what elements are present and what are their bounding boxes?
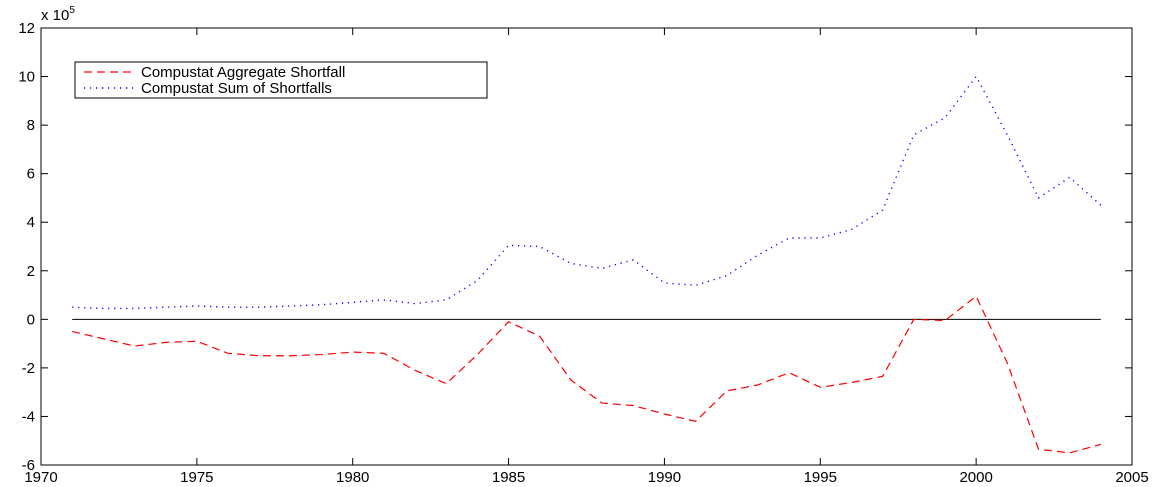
series-aggregate-shortfall-line [72, 295, 1101, 454]
x-tick-label: 1975 [180, 469, 213, 486]
y-tick-label: -2 [22, 360, 35, 377]
x-tick-label: 1970 [24, 469, 57, 486]
y-tick-label: -6 [22, 457, 35, 474]
y-tick-label: 6 [27, 166, 35, 183]
legend-box [74, 61, 488, 99]
x-tick-label: 1980 [336, 469, 369, 486]
y-multiplier-exponent: 5 [69, 5, 75, 16]
x-tick-label: 1990 [648, 469, 681, 486]
x-tick-label: 2000 [959, 469, 992, 486]
y-tick-label: 8 [27, 117, 35, 134]
y-multiplier-label: x 105 [41, 5, 75, 24]
y-multiplier-base: x 10 [41, 7, 69, 24]
series-sum-of-shortfalls-line [72, 75, 1102, 310]
x-tick-label: 1995 [804, 469, 837, 486]
series-layer [72, 75, 1102, 454]
y-tick-label: 4 [27, 214, 35, 231]
y-tick-label: 0 [27, 311, 35, 328]
y-tick-label: -4 [22, 408, 35, 425]
x-tick-label: 2005 [1115, 469, 1148, 486]
legend-label-sum: Compustat Sum of Shortfalls [141, 80, 332, 97]
y-tick-label: 10 [18, 69, 35, 86]
x-tick-label: 1985 [492, 469, 525, 486]
ticks-layer: 1970 1975 1980 1985 1990 1995 2000 2005 -6 -4 -2 0 2… [18, 20, 1148, 486]
legend-label-aggregate: Compustat Aggregate Shortfall [141, 64, 345, 81]
y-tick-label: 12 [18, 20, 35, 37]
legend: Compustat Aggregate Shortfall Compustat … [74, 61, 488, 99]
y-tick-label: 2 [27, 263, 35, 280]
plot-area [40, 27, 1133, 466]
